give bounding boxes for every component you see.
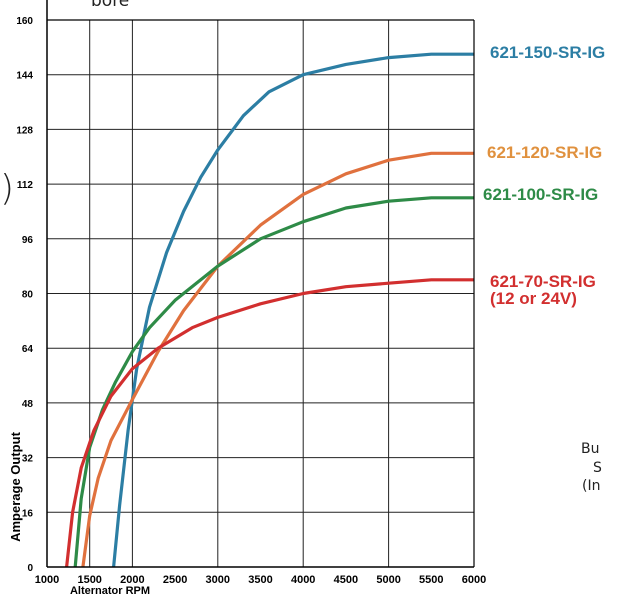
x-tick-label-3500: 3500 [248,574,272,586]
tick-labels: 0 16 32 48 64 80 96 112 128 144 160 1000 1500 2000 250… [16,16,486,586]
y-axis-label: Amperage Output [8,431,23,541]
fragment-s: S [593,460,602,476]
x-tick-label-1500: 1500 [77,574,101,586]
y-tick-label-48: 48 [22,399,34,410]
y-tick-label-160: 160 [16,16,33,27]
y-tick-label-144: 144 [16,71,33,82]
series-line-621-70-SR-IG [65,278,474,568]
y-tick-label-80: 80 [22,290,34,301]
axes [46,0,475,568]
legend-621-70: 621-70-SR-IG (12 or 24V) [490,273,596,307]
x-tick-label-1000: 1000 [35,574,59,586]
series-lines [65,52,474,568]
x-tick-label-4500: 4500 [334,574,358,586]
y-tick-label-96: 96 [22,235,34,246]
legend-621-120: 621-120-SR-IG [487,143,603,162]
fragment-paren: ) [0,168,15,209]
y-tick-label-64: 64 [22,344,34,355]
fragment-in: (In [582,478,601,494]
series-line-621-120-SR-IG [81,151,474,568]
y-tick-label-128: 128 [16,125,33,136]
legend-621-150: 621-150-SR-IG [490,43,606,62]
legend-621-70-model: 621-70-SR-IG [490,272,596,291]
fragment-bu: Bu [581,441,600,457]
x-tick-label-2500: 2500 [163,574,187,586]
x-tick-label-4000: 4000 [291,574,315,586]
y-tick-label-112: 112 [17,180,34,191]
x-tick-label-5000: 5000 [376,574,400,586]
y-tick-label-16: 16 [22,508,34,519]
legend-621-70-voltage: (12 or 24V) [490,289,577,308]
x-tick-label-5500: 5500 [419,574,443,586]
y-tick-label-0: 0 [27,563,33,574]
x-tick-label-6000: 6000 [462,574,486,586]
x-axis-label: Alternator RPM [70,585,150,597]
legend-621-100: 621-100-SR-IG [483,185,599,204]
fragment-top: bore [91,0,130,11]
y-tick-label-32: 32 [22,454,34,465]
grid [47,19,474,567]
x-tick-label-3000: 3000 [206,574,230,586]
x-tick-label-2000: 2000 [120,574,144,586]
